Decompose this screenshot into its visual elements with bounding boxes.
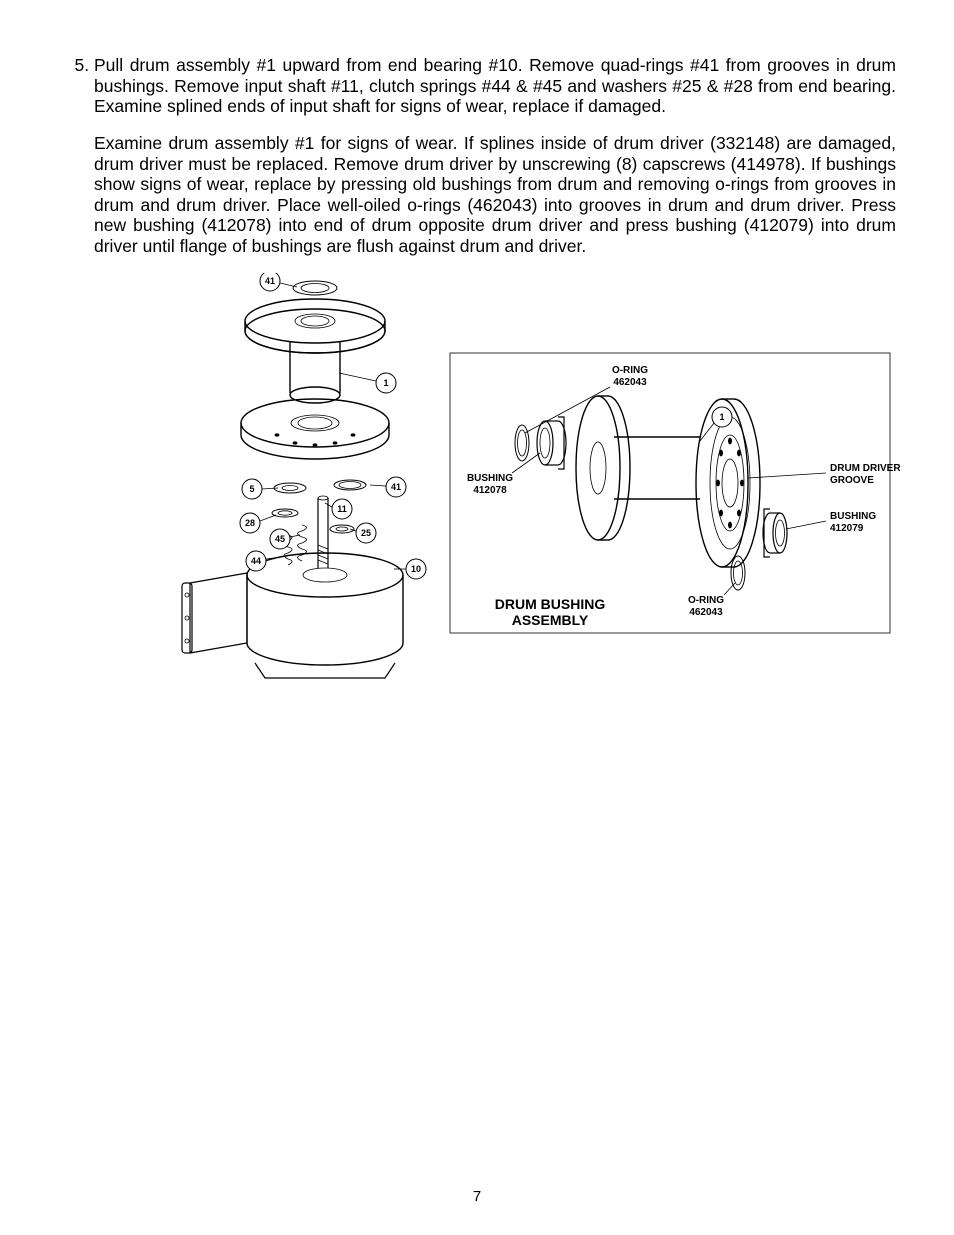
callout-41b: 41	[391, 482, 401, 492]
figure-title-1: DRUM BUSHING	[495, 596, 606, 612]
label-bushing-right-2: 412079	[830, 523, 864, 534]
figure-svg: 41 1 5 41	[130, 273, 900, 703]
callout-1: 1	[383, 378, 388, 388]
callout-25: 25	[361, 528, 371, 538]
label-bushing-right-1: BUSHING	[830, 511, 876, 522]
page-number: 7	[0, 1188, 954, 1205]
callout-1r: 1	[719, 412, 724, 422]
label-drumdriver-1: DRUM DRIVER	[830, 463, 900, 474]
left-exploded-view: 41 1 5 41	[182, 273, 426, 678]
label-oring-bot-2: 462043	[689, 607, 723, 618]
label-bushing-left-2: 412078	[473, 485, 507, 496]
right-drum-bushing-assembly: O-RING 462043 1 BUSHING 412078 DRUM DRIV…	[450, 353, 900, 633]
callout-5: 5	[249, 484, 254, 494]
callout-41a: 41	[265, 276, 275, 286]
label-oring-bot-1: O-RING	[688, 595, 724, 606]
drum-bushing-figure: 41 1 5 41	[130, 273, 900, 703]
list-item-5: Pull drum assembly #1 upward from end be…	[94, 55, 896, 703]
callout-45: 45	[275, 534, 285, 544]
document-page: Pull drum assembly #1 upward from end be…	[0, 0, 954, 1235]
label-oring-top-2: 462043	[613, 377, 647, 388]
callout-44: 44	[251, 556, 261, 566]
paragraph-1: Pull drum assembly #1 upward from end be…	[94, 55, 896, 117]
instruction-list: Pull drum assembly #1 upward from end be…	[58, 55, 896, 703]
callout-11: 11	[337, 504, 347, 514]
label-oring-top-1: O-RING	[612, 365, 648, 376]
paragraph-2: Examine drum assembly #1 for signs of we…	[94, 133, 896, 257]
callout-10: 10	[411, 564, 421, 574]
label-bushing-left-1: BUSHING	[467, 473, 513, 484]
figure-title-2: ASSEMBLY	[512, 612, 589, 628]
callout-28: 28	[245, 518, 255, 528]
label-drumdriver-2: GROOVE	[830, 475, 874, 486]
